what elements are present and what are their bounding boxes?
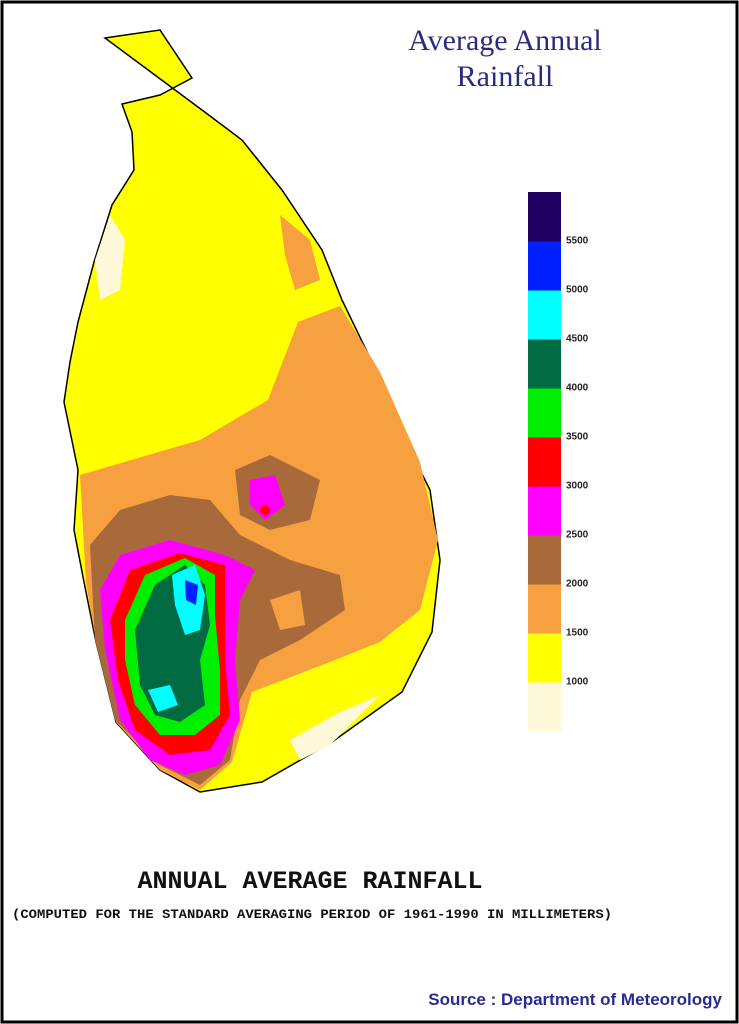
zone [280, 215, 320, 290]
zone [270, 590, 305, 630]
legend-label: 1500 [566, 628, 589, 639]
legend-label: 3500 [566, 432, 589, 443]
legend-label: 1000 [566, 677, 589, 688]
title-line: Average Annual [408, 24, 602, 57]
legend-label: 4000 [566, 383, 589, 394]
legend-swatch [528, 290, 561, 340]
legend: 1000 1500 2000 2500 3000 3500 4000 4500 5000 5500 [528, 192, 589, 732]
legend-swatch [528, 192, 561, 242]
legend-swatch [528, 535, 561, 585]
source: Source : Department of Meteorology [428, 990, 722, 1009]
legend-label: 5500 [566, 236, 589, 247]
legend-swatch [528, 437, 561, 487]
legend-swatch [528, 339, 561, 389]
legend-label: 4500 [566, 334, 589, 345]
zone [250, 475, 285, 520]
map [63, 29, 441, 793]
legend-label: 5000 [566, 285, 589, 296]
dry-zone [290, 695, 380, 760]
legend-swatch [528, 584, 561, 634]
zone [185, 580, 198, 605]
dry-zone [95, 215, 125, 300]
title-line: Rainfall [457, 60, 554, 93]
caption-note: (COMPUTED FOR THE STANDARD AVERAGING PER… [12, 908, 612, 922]
legend-swatch [528, 682, 561, 732]
zone [148, 685, 178, 712]
legend-label: 2500 [566, 530, 589, 541]
legend-label: 2000 [566, 579, 589, 590]
legend-label: 3000 [566, 481, 589, 492]
legend-swatch [528, 486, 561, 536]
zone [260, 505, 270, 515]
caption-heading: ANNUAL AVERAGE RAINFALL [137, 867, 482, 896]
legend-swatch [528, 633, 561, 683]
legend-swatch [528, 388, 561, 438]
legend-swatch [528, 241, 561, 291]
